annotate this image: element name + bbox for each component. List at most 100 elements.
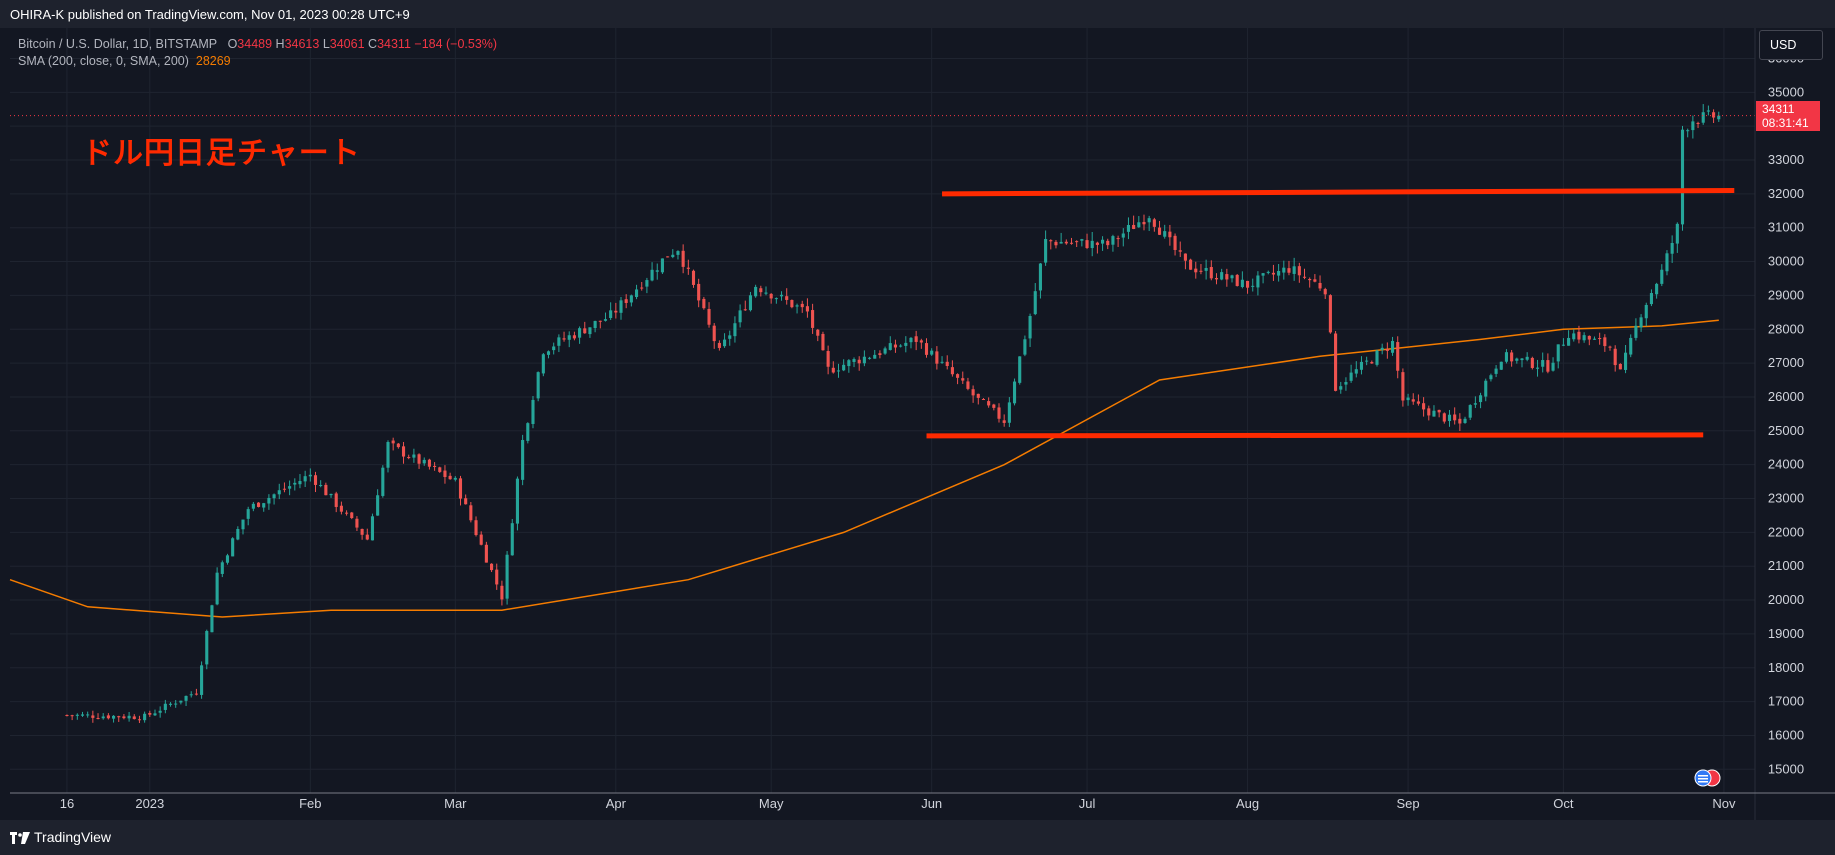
candle-body [365,534,369,540]
candle-body [769,293,773,299]
chart-frame[interactable]: 15000 16000 17000 18000 19000 20000 21000 22000… [0,28,1835,820]
currency-selector[interactable]: USD [1759,30,1823,60]
candle-body [1587,335,1591,340]
candle-body [1437,409,1441,413]
candle-body [417,454,421,464]
candle-body [1023,339,1027,355]
candle-body [1064,241,1068,244]
candle-body [1556,344,1560,362]
candle-body [469,505,473,521]
candle-body [686,267,690,269]
candle-body [733,323,737,337]
candle-body [676,251,680,255]
candle-body [873,354,877,359]
candle-body [1567,337,1571,346]
candle-body [1049,240,1053,242]
low-value: 34061 [329,37,365,51]
candle-body [490,563,494,571]
candle-body [748,295,753,311]
candle-body [1479,395,1483,403]
candle-body [531,399,535,424]
candle-body [961,378,965,381]
event-flags-icon[interactable] [1690,769,1726,787]
candle-body [914,336,918,342]
candle-body [288,486,292,489]
candle-body [381,467,385,496]
candle-body [334,493,338,507]
candle-body [474,520,478,536]
candle-body [174,703,178,705]
x-tick-label: Apr [606,796,627,811]
candle-body [1484,380,1488,397]
candle-body [950,367,954,375]
candle-body [712,325,716,342]
candle-body [106,715,110,719]
candle-body [888,343,892,350]
candle-body [215,572,219,605]
brand[interactable]: TradingView [10,829,111,845]
candle-body [1132,224,1136,229]
candle-body [1696,122,1700,124]
candle-body [1302,276,1307,278]
candle-body [407,457,411,459]
candle-body [821,333,825,351]
candle-body [1033,291,1037,315]
candle-body [101,716,105,719]
candle-body [1489,375,1493,380]
candle-body [629,295,633,303]
brand-name: TradingView [34,829,112,845]
candle-body [1598,338,1602,340]
chart-svg[interactable]: 15000 16000 17000 18000 19000 20000 21000 22000… [0,28,1835,820]
close-value: 34311 [377,37,411,51]
candle-body [1240,279,1244,288]
candle-body [1085,240,1089,249]
y-tick-label: 30000 [1768,254,1804,269]
candle-body [277,490,281,495]
candle-body [1230,275,1234,279]
x-tick-label: Mar [444,796,467,811]
y-tick-label: 25000 [1768,423,1804,438]
candle-body [826,351,830,367]
candle-body [313,475,318,485]
candle-body [1701,112,1705,123]
candle-body [1090,240,1094,249]
y-tick-label: 35000 [1768,84,1804,99]
y-tick-label: 20000 [1768,592,1804,607]
candle-body [433,465,437,467]
candle-body [194,693,198,695]
sma-label: SMA (200, close, 0, SMA, 200) [18,54,189,68]
candle-body [1561,344,1565,346]
candle-body [80,714,85,716]
candle-body [1204,267,1208,271]
y-tick-label: 17000 [1768,694,1804,709]
candle-body [1603,337,1607,347]
candle-body [1660,269,1664,284]
candle-body [831,367,835,373]
candle-body [1447,414,1452,422]
candle-body [1266,271,1270,273]
candle-body [1339,386,1343,390]
candle-body [1334,333,1338,391]
candle-body [1411,399,1415,402]
sma-value: 28269 [195,54,231,68]
candle-body [945,361,949,366]
y-tick-label: 27000 [1768,355,1804,370]
candle-body [132,716,136,720]
candle-body [1075,241,1079,243]
candle-body [158,710,162,713]
candle-body [1375,350,1379,365]
y-tick-label: 18000 [1768,660,1804,675]
candle-body [1271,272,1275,275]
candle-body [189,694,193,696]
candle-body [909,337,913,343]
candle-body [723,339,727,347]
candle-body [360,528,364,535]
publisher-line: OHIRA-K published on TradingView.com, No… [10,7,410,22]
candle-body [448,475,452,480]
candle-body [598,320,602,322]
candle-body [1665,253,1669,272]
candle-body [1225,274,1229,280]
candle-body [1142,221,1146,225]
candle-body [671,254,675,258]
candle-body [376,495,380,516]
